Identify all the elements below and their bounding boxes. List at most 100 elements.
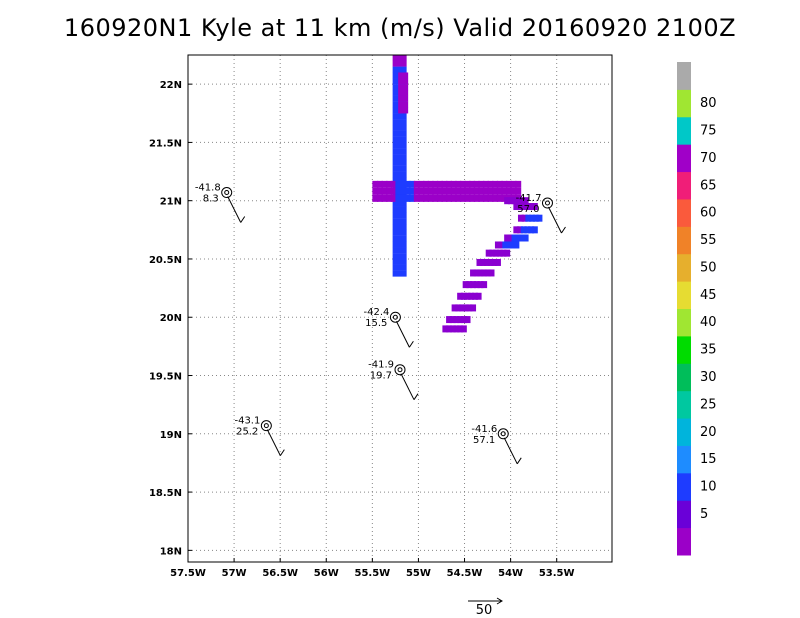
y-tick-label: 21.5N [149, 138, 182, 149]
station-ring-icon [260, 420, 272, 432]
wind-cell [427, 187, 434, 195]
colorbar-segment [677, 308, 691, 337]
x-tick-label: 55W [406, 568, 431, 579]
wind-cell [409, 194, 416, 202]
wind-cell [517, 203, 524, 211]
colorbar: 5 10 15 20 25 30 35 40 45 50 55 60 65 70 75 80 [677, 62, 717, 556]
observation-station: -41.757.0 [516, 193, 566, 234]
wind-cell [501, 180, 508, 188]
wind-cell [478, 187, 485, 195]
wind-cell [455, 304, 462, 312]
x-axis-ticks: 57.5W 57W 56.5W 56W 55.5W 55W 54.5W 54W 53.5W [170, 558, 575, 579]
wind-cell [392, 55, 407, 61]
colorbar-label: 5 [700, 507, 708, 522]
wind-cell [400, 187, 406, 195]
wind-cell [473, 180, 480, 188]
wind-cell [455, 187, 462, 195]
wind-cell [466, 281, 473, 289]
wind-cell [392, 171, 407, 178]
wind-cell [484, 269, 491, 277]
wind-barb-flag [240, 216, 246, 223]
wind-cell [381, 194, 388, 202]
colorbar-segment [677, 527, 691, 556]
colorbar-label: 75 [700, 123, 717, 138]
observation-temp: -41.9 [368, 360, 394, 371]
colorbar-label: 80 [700, 96, 717, 111]
station-ring-icon [394, 364, 406, 376]
wind-cell [386, 187, 393, 195]
station-ring-icon [497, 428, 509, 440]
colorbar-segment [677, 281, 691, 309]
colorbar-label: 40 [700, 315, 717, 330]
wind-cell [520, 226, 527, 234]
wind-cell [528, 203, 535, 211]
wind-cell [390, 194, 397, 202]
wind-cell [522, 197, 529, 205]
wind-cell [511, 234, 518, 242]
wind-cell [464, 194, 471, 202]
wind-cell [392, 200, 407, 207]
wind-cell [462, 304, 469, 312]
wind-cell [506, 180, 512, 188]
colorbar-label: 70 [700, 151, 717, 166]
wind-cell [392, 124, 407, 131]
wind-cell [372, 180, 379, 188]
wind-cell [483, 258, 490, 266]
wind-cell [386, 180, 393, 188]
wind-cell [409, 187, 416, 195]
wind-cell [390, 180, 397, 188]
wind-cell [449, 316, 456, 324]
wind-cell [473, 194, 480, 202]
wind-cell [453, 316, 460, 324]
wind-cell [496, 249, 503, 257]
wind-cell [494, 241, 501, 249]
wind-cell [418, 194, 425, 202]
wind-cell [392, 229, 407, 236]
observation-wind: 19.7 [370, 371, 392, 382]
wind-cell [464, 187, 471, 195]
wind-cell [392, 142, 407, 149]
wind-cell [398, 72, 409, 79]
wind-cell [457, 325, 464, 333]
wind-cell [482, 194, 489, 202]
wind-barb-staff [266, 429, 281, 456]
wind-cell [441, 187, 448, 195]
wind-cell [470, 281, 477, 289]
wind-cell [400, 194, 406, 202]
wind-cell [470, 304, 477, 312]
observation-temp: -42.4 [364, 307, 390, 318]
wind-cell [515, 187, 522, 195]
x-tick-label: 55.5W [354, 568, 390, 579]
x-tick-label: 57.5W [170, 568, 206, 579]
wind-cell [501, 187, 508, 195]
wind-cell [515, 180, 522, 188]
wind-cell [529, 214, 536, 222]
y-tick-label: 20N [160, 313, 182, 324]
wind-cell [450, 180, 457, 188]
wind-cell [504, 249, 511, 257]
wind-cell [423, 187, 430, 195]
observation-wind: 8.3 [203, 194, 219, 205]
colorbar-segment [677, 390, 691, 419]
wind-barb-staff [548, 206, 562, 234]
wind-cell [506, 187, 512, 195]
wind-cell [457, 316, 464, 324]
observation-wind: 57.1 [473, 435, 495, 446]
wind-cell [455, 194, 462, 202]
wind-cell [392, 224, 407, 230]
colorbar-label: 30 [700, 370, 717, 385]
wind-field [372, 55, 543, 333]
colorbar-label: 50 [700, 260, 717, 275]
colorbar-segment [677, 226, 691, 255]
wind-cell [404, 187, 411, 195]
wind-cell [418, 180, 425, 188]
observation-station: -41.919.7 [368, 360, 419, 400]
wind-cell [531, 203, 538, 211]
wind-cell [398, 101, 409, 108]
wind-cell [392, 177, 407, 184]
wind-cell [517, 226, 524, 234]
wind-cell [466, 304, 473, 312]
wind-cell [492, 180, 499, 188]
wind-cell [390, 187, 397, 195]
